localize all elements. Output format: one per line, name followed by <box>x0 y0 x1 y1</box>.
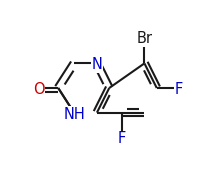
Text: F: F <box>175 82 183 97</box>
Text: F: F <box>117 131 126 146</box>
Text: O: O <box>33 82 45 97</box>
Text: N: N <box>91 57 102 72</box>
Text: Br: Br <box>137 31 153 46</box>
Text: NH: NH <box>63 107 85 122</box>
